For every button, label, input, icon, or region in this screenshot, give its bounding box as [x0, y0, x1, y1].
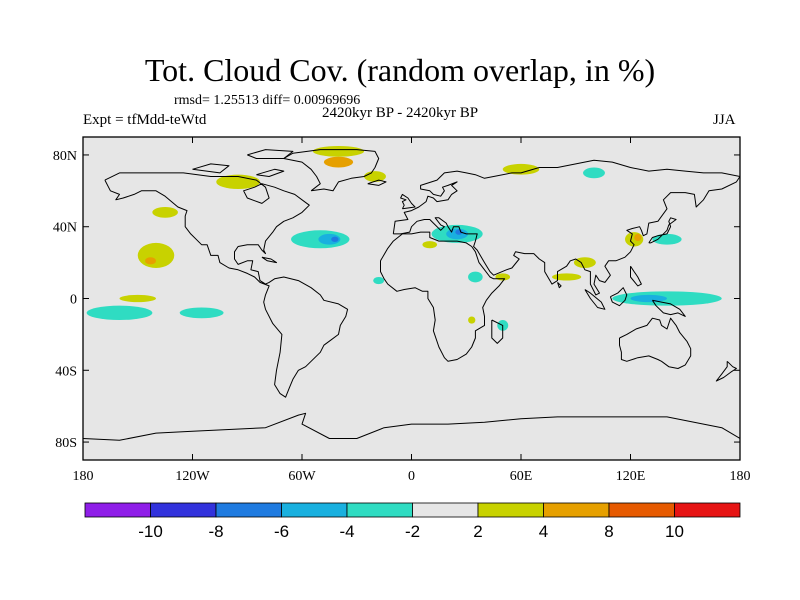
colorbar-swatch — [281, 502, 348, 518]
colorbar-label: -2 — [405, 522, 420, 541]
coastline — [83, 412, 740, 441]
anomaly-patch — [468, 316, 476, 324]
anomaly-patch — [630, 294, 667, 303]
anomaly-patch — [634, 233, 642, 242]
colorbar-swatch — [215, 502, 282, 518]
experiment-label: Expt = tfMdd-teWtd — [83, 112, 207, 128]
colorbar-swatch — [150, 502, 217, 518]
colorbar-label: 8 — [604, 522, 613, 541]
lat-tick-label: 40N — [53, 221, 77, 236]
lon-tick-label: 60E — [510, 469, 533, 484]
anomaly-patch — [422, 241, 438, 249]
lat-tick-label: 40S — [55, 364, 77, 379]
coastline — [584, 289, 606, 310]
coastline — [648, 217, 677, 244]
lon-tick-label: 0 — [408, 469, 415, 484]
lat-tick-label: 80S — [55, 436, 77, 451]
anomaly-patch — [318, 233, 341, 245]
colorbar: -10 -8 -6 -4 -2 2 4 8 10 — [84, 502, 741, 541]
lon-tick-label: 180 — [73, 469, 94, 484]
colorbar-label: -4 — [339, 522, 354, 541]
lon-tick-label: 180 — [730, 469, 751, 484]
colorbar-swatch — [346, 502, 413, 518]
lat-tick-label: 80N — [53, 149, 77, 164]
anomaly-patch — [468, 271, 483, 283]
stats-label: rmsd= 1.25513 diff= 0.00969696 — [174, 93, 361, 108]
anomaly-patch — [667, 271, 740, 283]
anomaly-layer — [86, 145, 740, 460]
anomaly-patch — [495, 273, 511, 281]
coastline — [256, 168, 285, 177]
coastline — [367, 179, 387, 186]
anomaly-patch — [364, 171, 386, 182]
anomaly-patch — [265, 300, 284, 315]
anomaly-patch — [603, 309, 622, 317]
period-label: 2420kyr BP - 2420kyr BP — [322, 105, 479, 121]
lat-tick-label: 0 — [70, 293, 77, 308]
colorbar-swatch — [608, 502, 675, 518]
coastline — [619, 317, 692, 369]
anomaly-patch — [265, 158, 339, 181]
anomaly-patch — [152, 206, 178, 218]
coastline — [491, 319, 504, 344]
anomaly-patch — [583, 167, 605, 179]
coastline — [400, 193, 416, 210]
colorbar-label: 4 — [539, 522, 548, 541]
coastline — [104, 172, 349, 398]
anomaly-patch — [323, 156, 354, 168]
anomaly-patch — [502, 163, 540, 175]
anomaly-patch — [652, 233, 682, 245]
colorbar-label: -6 — [274, 522, 289, 541]
anomaly-patch — [86, 305, 153, 321]
coastline — [609, 287, 628, 307]
anomaly-patch — [331, 236, 339, 242]
coastline — [630, 265, 642, 287]
anomaly-patch — [646, 330, 669, 338]
anomaly-patch — [438, 411, 458, 419]
colorbar-swatch — [412, 502, 479, 518]
colorbar-swatch — [84, 502, 151, 518]
coastline — [380, 231, 506, 362]
anomaly-patch — [552, 273, 582, 281]
anomaly-patch — [119, 294, 156, 303]
coastline — [651, 299, 686, 317]
coastline — [192, 163, 230, 174]
season-label: JJA — [713, 112, 736, 128]
axis-ticks: 180 120W 60W 0 60E 120E 180 80N 40N 0 40S 80S — [53, 137, 751, 484]
anomaly-patch — [254, 453, 277, 460]
colorbar-label: -8 — [208, 522, 223, 541]
colorbar-swatch — [674, 502, 741, 518]
colorbar-label: 10 — [665, 522, 684, 541]
colorbar-label: -10 — [138, 522, 163, 541]
anomaly-patch — [312, 145, 365, 157]
anomaly-patch — [384, 307, 403, 319]
coastline — [247, 149, 294, 159]
colorbar-label: 2 — [473, 522, 482, 541]
anomaly-patch — [373, 276, 385, 285]
coastline — [283, 149, 380, 192]
anomaly-patch — [511, 294, 531, 303]
coastline-layer — [83, 149, 740, 441]
coastline — [715, 360, 737, 382]
lon-tick-label: 120W — [175, 469, 210, 484]
anomaly-patch — [179, 307, 224, 319]
lon-tick-label: 120E — [616, 469, 646, 484]
anomaly-patch — [145, 257, 156, 265]
coastline — [557, 282, 562, 289]
lon-tick-label: 60W — [288, 469, 316, 484]
anomaly-patch — [298, 311, 313, 322]
coastline — [392, 159, 740, 296]
anomaly-patch — [475, 239, 494, 251]
colorbar-swatch — [477, 502, 544, 518]
colorbar-swatch — [543, 502, 610, 518]
plot-title: Tot. Cloud Cov. (random overlap, in %) — [144, 52, 656, 88]
anomaly-patch — [156, 339, 193, 358]
anomaly-patch — [573, 257, 596, 268]
anomaly-patch — [137, 242, 175, 268]
coastline — [261, 256, 277, 264]
